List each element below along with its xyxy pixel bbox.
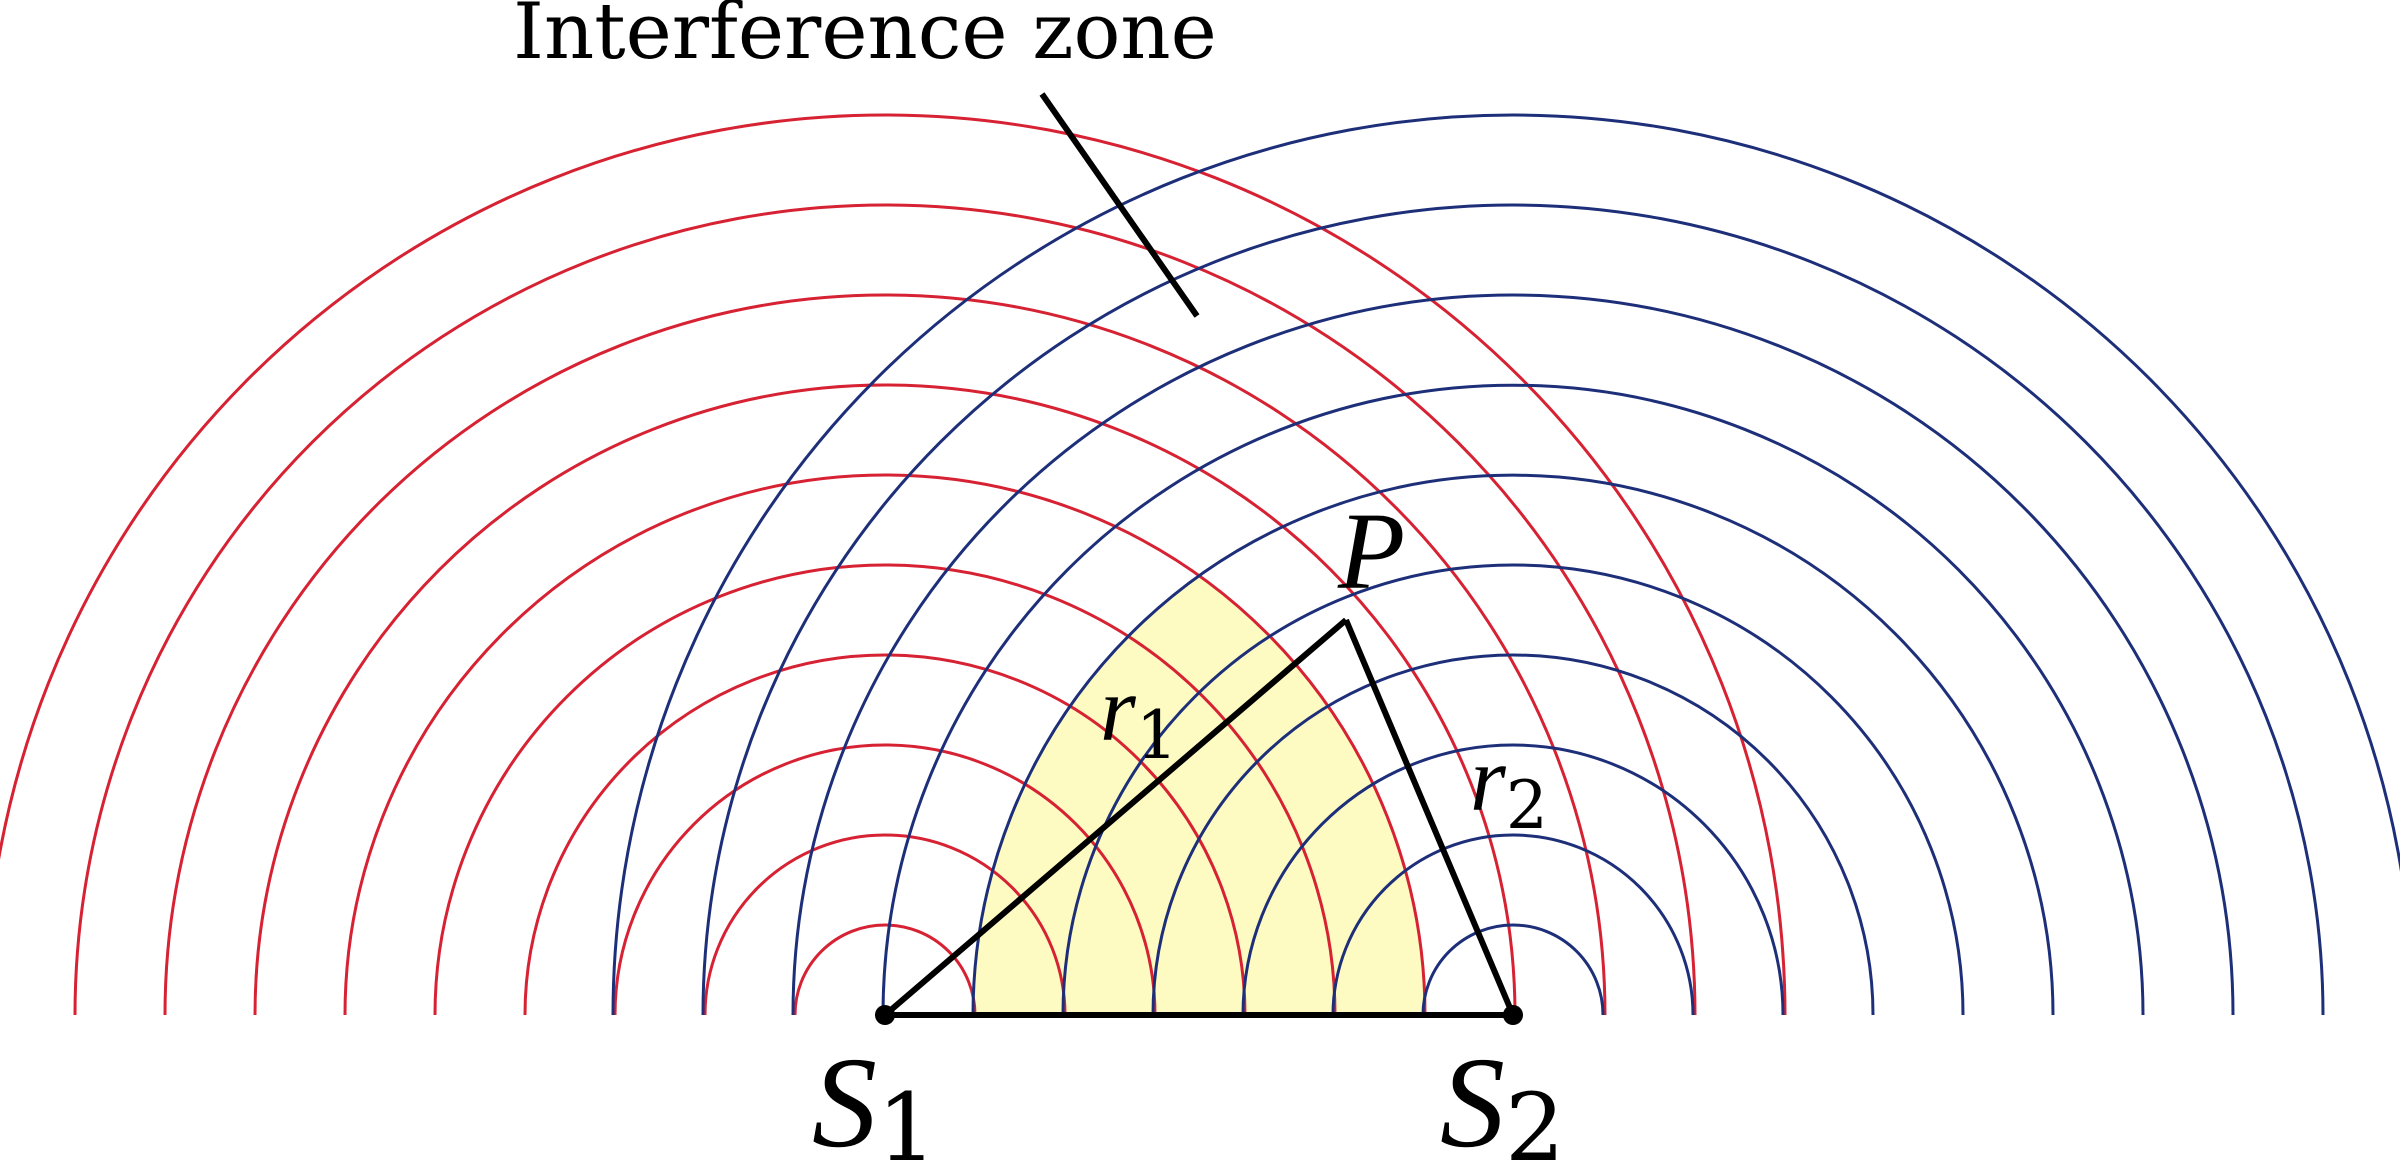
source-2-wavefront bbox=[1421, 923, 1605, 1016]
source-1-wavefront bbox=[343, 473, 1427, 1016]
source-1-wavefront bbox=[0, 113, 1787, 1016]
segment-r2-letter: r bbox=[1470, 728, 1507, 830]
source-2-subscript: 2 bbox=[1505, 1074, 1565, 1168]
source-2-label: S2 bbox=[1440, 1031, 1565, 1168]
source-1-wavefront bbox=[163, 293, 1607, 1016]
source-2-wavefront bbox=[1061, 563, 1965, 1016]
source-2-wavefront bbox=[1331, 833, 1695, 1016]
source-2-letter: S bbox=[1440, 1031, 1505, 1168]
annotation-leader-line bbox=[1039, 92, 1200, 318]
source-1-label: S1 bbox=[812, 1031, 937, 1168]
source-1-wavefront bbox=[253, 383, 1517, 1016]
source-2-wavefront bbox=[971, 473, 2055, 1016]
source-1-wavefront bbox=[613, 743, 1157, 1016]
segment-r1-label: r1 bbox=[1100, 658, 1178, 774]
segment-r2-label: r2 bbox=[1470, 728, 1548, 844]
source-2-wavefront bbox=[611, 113, 2400, 1016]
source-2-wavefront bbox=[701, 203, 2325, 1016]
source-2-wavefront bbox=[791, 293, 2235, 1016]
source-1-wavefront bbox=[703, 833, 1067, 1016]
point-p-label: P bbox=[1337, 490, 1405, 612]
source-1-wavefront bbox=[73, 203, 1697, 1016]
source-2-wavefronts bbox=[611, 113, 2400, 1016]
source-2-point bbox=[1503, 1005, 1523, 1025]
source-1-subscript: 1 bbox=[877, 1074, 937, 1168]
source-1-point bbox=[875, 1005, 895, 1025]
source-1-wavefront bbox=[793, 923, 977, 1016]
segment-r1-letter: r bbox=[1100, 658, 1137, 760]
segment-r1 bbox=[883, 617, 1348, 1018]
segment-r2-subscript: 2 bbox=[1506, 767, 1548, 844]
source-1-wavefronts bbox=[0, 113, 1787, 1016]
source-1-wavefront bbox=[433, 563, 1337, 1016]
segment-r2 bbox=[1343, 618, 1516, 1017]
source-2-wavefront bbox=[1241, 743, 1785, 1016]
source-2-wavefront bbox=[1151, 653, 1875, 1016]
source-1-letter: S bbox=[812, 1031, 877, 1168]
annotation-label: Interference zone bbox=[513, 0, 1217, 77]
segment-r1-subscript: 1 bbox=[1136, 697, 1178, 774]
source-1-wavefront bbox=[523, 653, 1247, 1016]
source-2-wavefront bbox=[881, 383, 2145, 1016]
